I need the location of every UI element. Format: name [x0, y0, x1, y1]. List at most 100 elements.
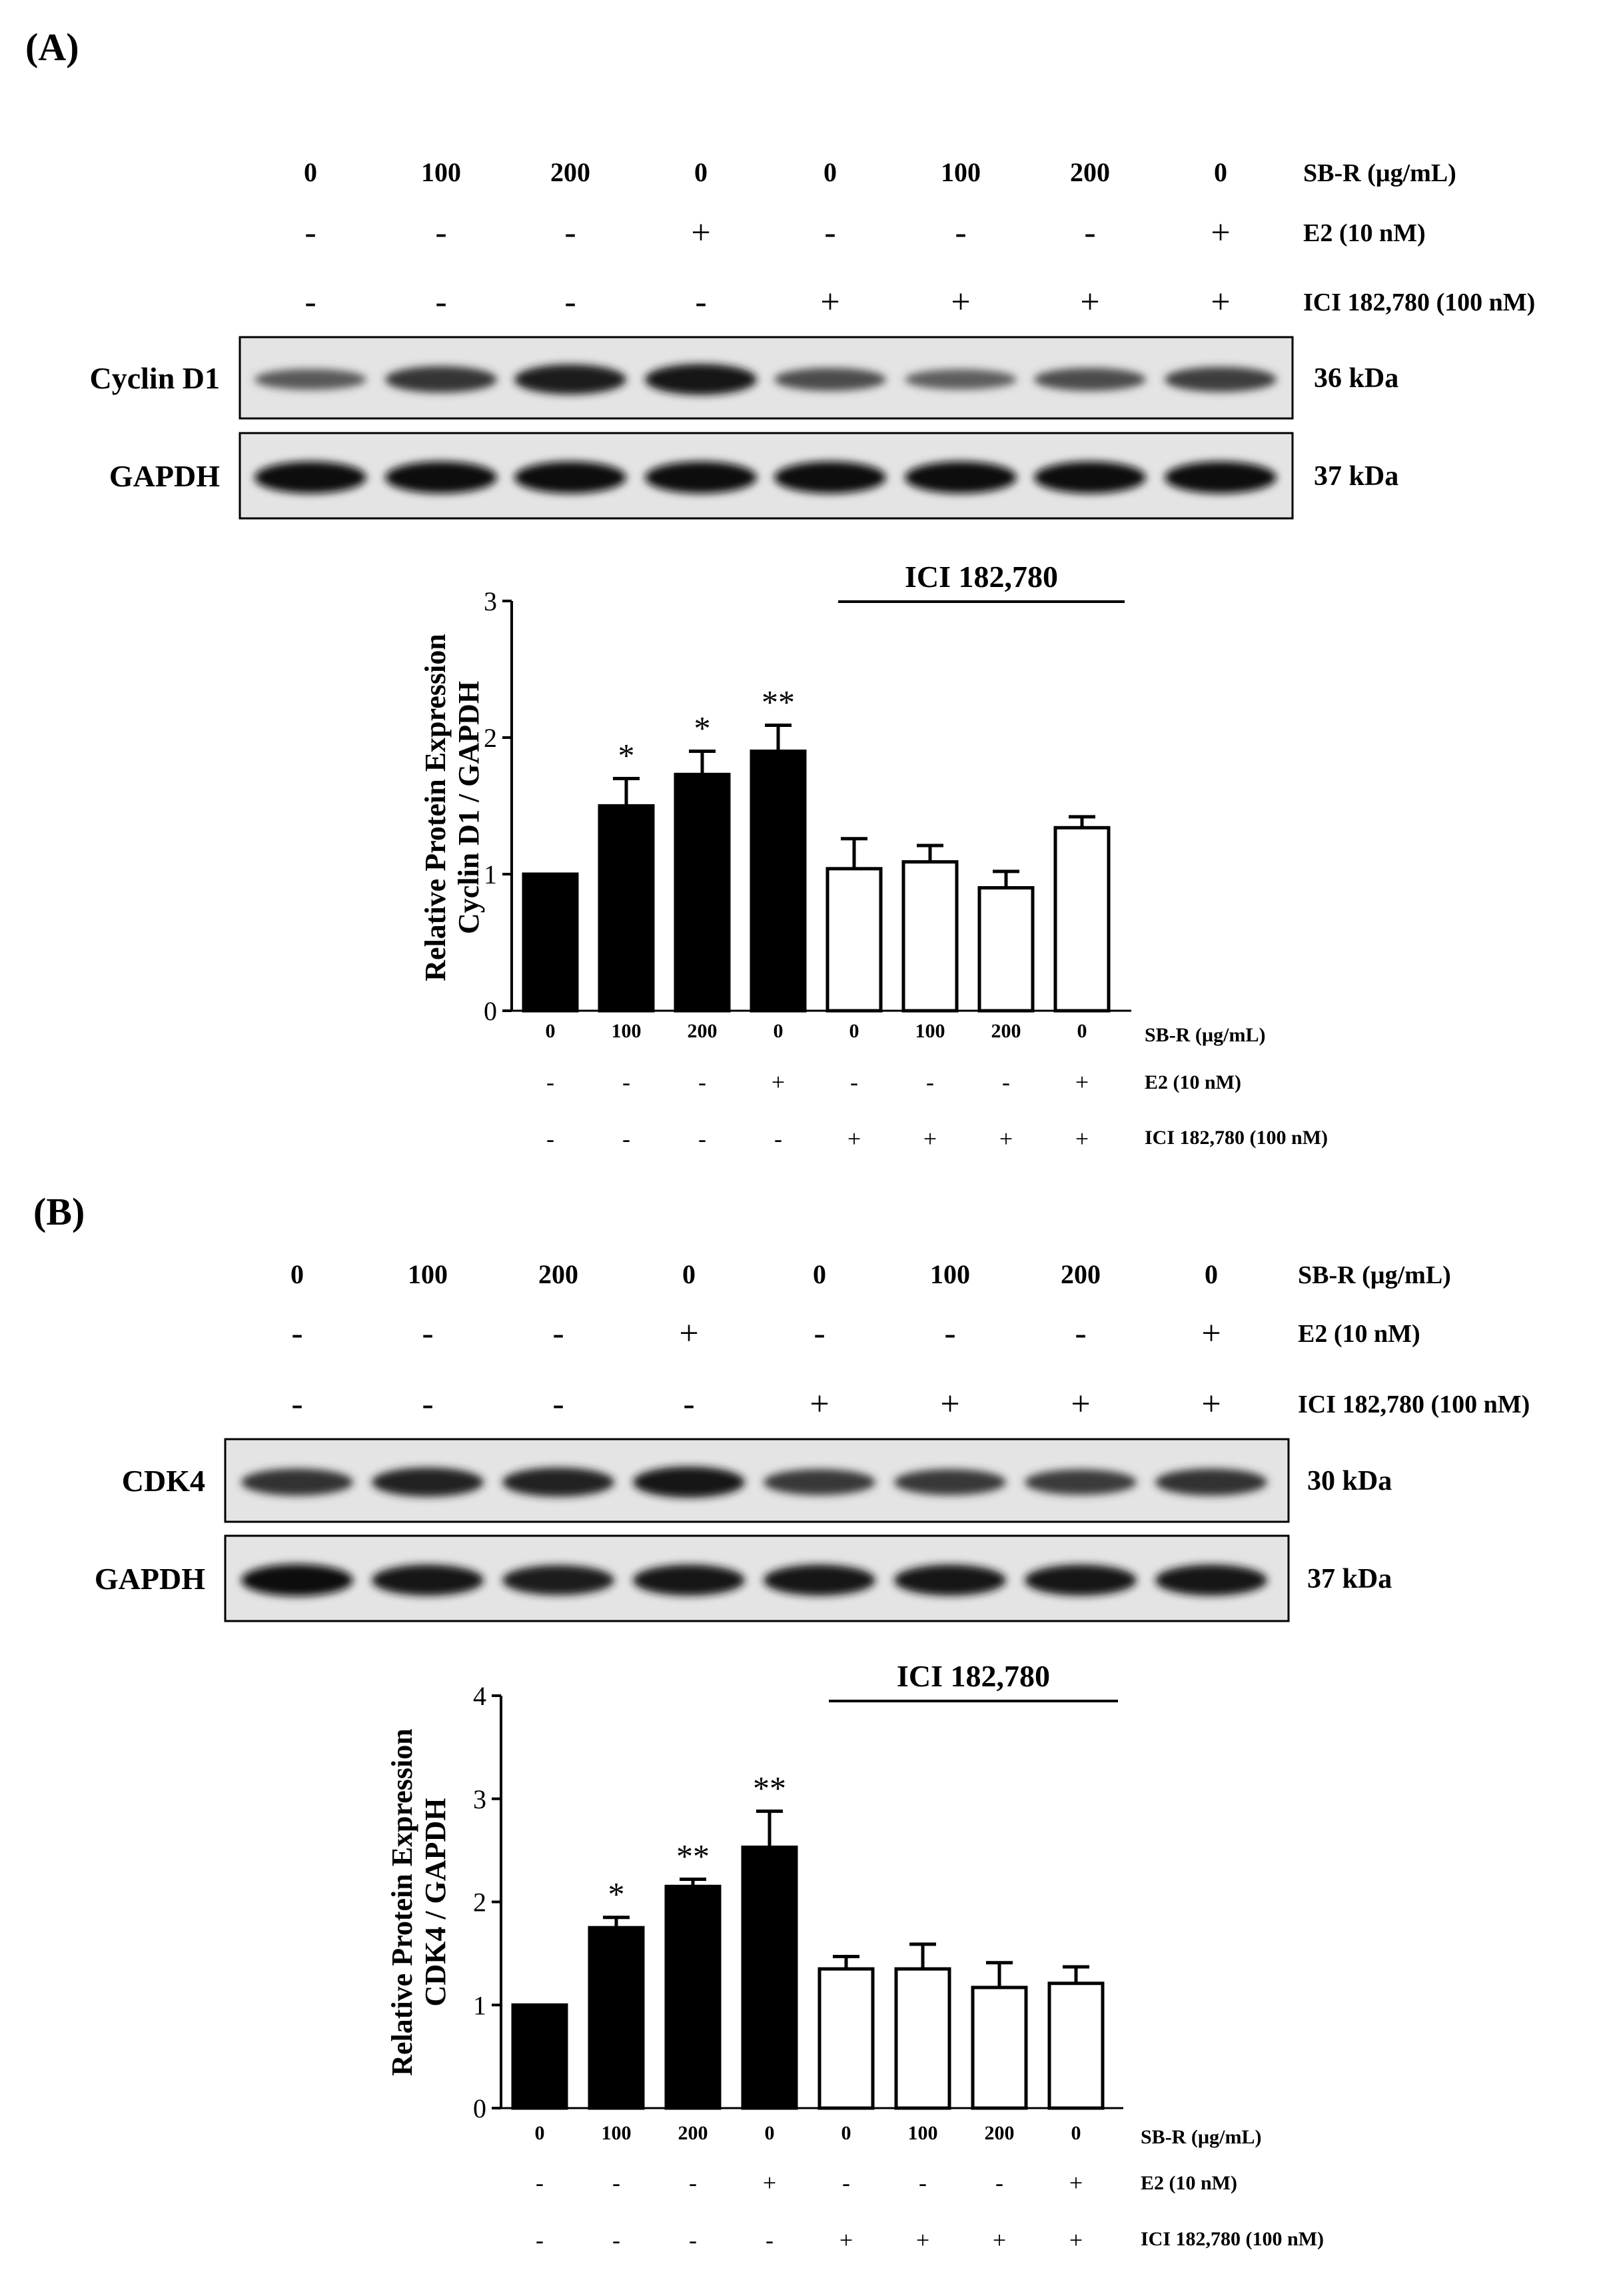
condition-sbr-3: 0 [694, 157, 708, 187]
condition-ici-3: - [683, 1385, 694, 1423]
ici-row-mark-7: + [1069, 2227, 1083, 2253]
condition-sbr-4: 0 [813, 1259, 826, 1289]
ici-row-mark-0: - [536, 2227, 544, 2253]
y-tick-label-0: 0 [473, 2093, 486, 2123]
blot-band-3 [633, 1564, 745, 1596]
condition-ici-7: + [1211, 283, 1230, 321]
condition-sbr-2: 200 [538, 1259, 578, 1289]
blot-band-3 [645, 364, 757, 395]
x-tick-label-6: 200 [985, 2122, 1015, 2144]
blot-band-4 [764, 1564, 875, 1596]
blot-band-6 [1034, 461, 1146, 494]
y-axis-title-line2: CDK4 / GAPDH [419, 1798, 452, 2007]
condition-ici-4: + [820, 283, 839, 321]
y-axis-title: Relative Protein Expression Cyclin D1 / G… [419, 634, 485, 981]
y-tick-label-1: 1 [484, 860, 497, 889]
condition-e2-1: - [422, 1315, 433, 1353]
condition-e2-label: E2 (10 nM) [1303, 219, 1426, 247]
ici-row-mark-7: + [1075, 1125, 1089, 1152]
condition-sbr-2: 200 [550, 157, 590, 187]
ici-row-mark-5: + [923, 1125, 937, 1152]
bar-5 [894, 1967, 951, 2110]
e2-row-mark-4: - [850, 1069, 858, 1095]
panel-b-bar-chart: 0 1 2 3 4 Relative Protein Expression CDK4 / G… [386, 1659, 1324, 2253]
blot-band-7 [1155, 1468, 1267, 1496]
ici-row-mark-3: - [774, 1125, 782, 1152]
bar-3 [750, 750, 807, 1013]
e2-row-mark-2: - [698, 1069, 706, 1095]
x-row-label-e2: E2 (10 nM) [1145, 1071, 1241, 1093]
blot-band-1 [372, 1467, 484, 1497]
condition-sbr-4: 0 [823, 157, 837, 187]
x-tick-label-3: 0 [774, 1020, 784, 1042]
x-row-label-e2: E2 (10 nM) [1141, 2172, 1237, 2194]
condition-ici-5: + [940, 1385, 959, 1423]
x-tick-label-7: 0 [1077, 1020, 1087, 1042]
condition-e2-2: - [552, 1315, 564, 1353]
panel-a: (A) 0 100 200 0 0 100 200 0 SB-R (µg/mL)- - - + - - - +… [25, 25, 1535, 1152]
condition-e2-6: - [1084, 214, 1095, 252]
x-row-label-sbr: SB-R (µg/mL) [1141, 2126, 1261, 2148]
condition-sbr-1: 100 [421, 157, 461, 187]
e2-row-mark-7: + [1075, 1069, 1089, 1095]
condition-sbr-6: 200 [1061, 1259, 1101, 1289]
y-axis-title-line1: Relative Protein Expression [419, 634, 452, 981]
x-row-label-ici: ICI 182,780 (100 nM) [1145, 1127, 1328, 1149]
blot-protein-name: CDK4 [122, 1464, 205, 1498]
x-tick-label-6: 200 [991, 1020, 1021, 1042]
e2-row-mark-0: - [546, 1069, 554, 1095]
ici-row-mark-5: + [916, 2227, 929, 2253]
blot-kda-label: 36 kDa [1314, 363, 1398, 394]
condition-sbr-3: 0 [682, 1259, 696, 1289]
y-axis-title-line2: Cyclin D1 / GAPDH [452, 681, 485, 934]
blot-bands [241, 1564, 1267, 1596]
e2-row-mark-7: + [1069, 2169, 1083, 2196]
condition-sbr-label: SB-R (µg/mL) [1298, 1261, 1451, 1289]
panel-b-blot-gapdh: GAPDH 37 kDa [95, 1534, 1392, 1622]
condition-sbr-7: 0 [1214, 157, 1227, 187]
ici-row-mark-3: - [766, 2227, 774, 2253]
y-tick-label-0: 0 [484, 996, 497, 1026]
blot-band-2 [502, 1467, 614, 1497]
blot-band-1 [385, 461, 497, 494]
blot-band-5 [894, 1564, 1006, 1596]
x-tick-label-4: 0 [849, 1020, 859, 1042]
e2-row-mark-6: - [995, 2169, 1003, 2196]
e2-row-mark-6: - [1002, 1069, 1010, 1095]
panel-a-label: (A) [25, 25, 79, 69]
blot-band-4 [774, 461, 886, 494]
bar-1 [598, 804, 655, 1013]
panel-a-bar-chart: 0 1 2 3 Relative Protein Expression Cyclin D1… [419, 560, 1328, 1152]
e2-row-mark-2: - [689, 2169, 697, 2196]
blot-band-5 [894, 1468, 1006, 1495]
panel-b-label: (B) [33, 1190, 85, 1233]
condition-ici-2: - [564, 283, 576, 321]
panel-a-blot-gapdh: GAPDH 37 kDa [109, 432, 1398, 520]
blot-protein-name: GAPDH [95, 1562, 205, 1596]
e2-row-mark-3: + [772, 1069, 785, 1095]
condition-e2-4: - [824, 214, 835, 252]
panel-b-condition-header: 0 100 200 0 0 100 200 0 SB-R (µg/mL) - - - + - - - + E2 (… [290, 1259, 1530, 1423]
ici-row-mark-6: + [993, 2227, 1006, 2253]
ici-row-mark-6: + [999, 1125, 1013, 1152]
condition-e2-0: - [291, 1315, 302, 1353]
blot-band-1 [372, 1564, 484, 1596]
y-tick-label-1: 1 [473, 1990, 486, 2020]
condition-e2-1: - [435, 214, 446, 252]
condition-ici-1: - [435, 283, 446, 321]
panel-a-condition-header: 0 100 200 0 0 100 200 0 SB-R (µg/mL) - - - + - - - + E2 (… [304, 157, 1535, 321]
condition-e2-4: - [813, 1315, 825, 1353]
e2-row-mark-5: - [926, 1069, 934, 1095]
blot-band-6 [1034, 368, 1146, 391]
significance-mark-2: ** [676, 1837, 710, 1874]
significance-mark-3: ** [762, 684, 795, 721]
x-tick-label-1: 100 [602, 2122, 632, 2144]
condition-sbr-label: SB-R (µg/mL) [1303, 159, 1456, 187]
condition-sbr-0: 0 [304, 157, 317, 187]
condition-ici-0: - [291, 1385, 302, 1423]
blot-band-4 [774, 368, 886, 391]
e2-row-mark-5: - [919, 2169, 927, 2196]
condition-e2-label: E2 (10 nM) [1298, 1320, 1420, 1348]
blot-bands [255, 364, 1277, 395]
x-tick-label-2: 200 [688, 1020, 718, 1042]
